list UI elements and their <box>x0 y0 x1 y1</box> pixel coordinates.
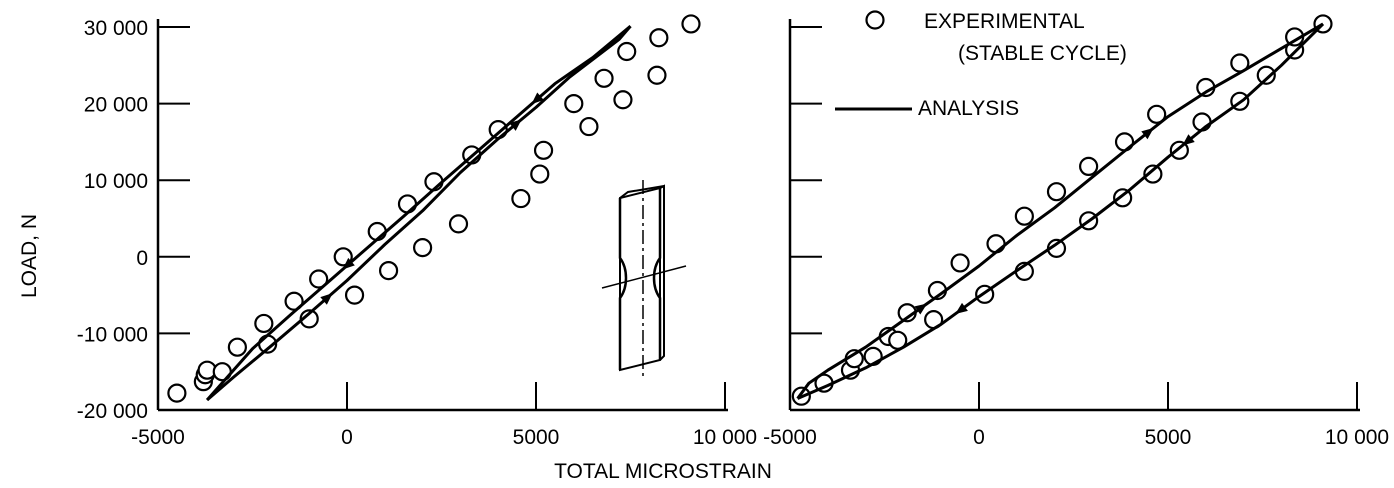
right-data-point <box>1079 156 1099 177</box>
right-data-point <box>1046 182 1067 202</box>
left-data-point <box>378 260 399 281</box>
left-y-tick-label: 0 <box>136 247 148 270</box>
right-lines <box>796 22 1325 400</box>
right-arrowhead <box>1182 134 1195 146</box>
left-data-point <box>649 28 669 48</box>
left-x-tick-label: 5000 <box>513 426 560 449</box>
left-y-tick-label: 30 000 <box>84 17 148 40</box>
left-data-point <box>647 65 667 85</box>
left-ticks: -5000 0 5000 10 000 -20 000 -10 000 0 10 000 20 … <box>77 17 757 449</box>
right-x-tick-label: 10 000 <box>1325 426 1389 449</box>
right-data-point <box>950 253 970 273</box>
legend-label-experimental: EXPERIMENTAL <box>924 10 1085 33</box>
left-analysis-curve <box>205 25 632 401</box>
right-axes <box>788 19 1360 412</box>
legend-marker-experimental <box>865 10 885 30</box>
left-arrowhead <box>342 257 355 270</box>
left-points <box>167 14 701 403</box>
right-x-tick-label: -5000 <box>763 426 817 449</box>
right-data-point <box>1014 206 1034 226</box>
left-data-point <box>564 93 584 114</box>
left-y-tick-label: -10 000 <box>77 323 148 346</box>
right-data-point <box>986 234 1006 254</box>
right-x-tick-label: 0 <box>973 426 985 449</box>
right-x-tick-label: 5000 <box>1145 426 1192 449</box>
left-lines <box>205 25 632 402</box>
left-y-tick-label: -20 000 <box>77 400 148 423</box>
right-arrowhead <box>955 302 968 314</box>
left-axes <box>156 19 728 412</box>
specimen-icon <box>601 180 687 378</box>
right-data-point <box>1143 164 1163 184</box>
left-data-point <box>613 90 633 110</box>
left-panel: -5000 0 5000 10 000 -20 000 -10 000 0 10 000 20 … <box>18 14 757 449</box>
x-axis-title: TOTAL MICROSTRAIN <box>554 460 772 483</box>
right-panel: -5000 0 5000 10 000 EXPERIMENTAL (STABLE CY… <box>763 10 1389 449</box>
left-data-point <box>413 238 433 258</box>
left-arrowhead <box>320 293 333 305</box>
left-data-point <box>511 188 531 209</box>
left-arrowhead <box>531 92 544 105</box>
legend: EXPERIMENTAL (STABLE CYCLE) ANALYSIS <box>835 10 1127 120</box>
left-x-tick-label: 0 <box>341 426 353 449</box>
left-data-point <box>594 68 614 88</box>
right-arrowhead <box>914 303 928 315</box>
left-data-point <box>681 14 701 34</box>
left-data-point <box>448 214 469 234</box>
right-analysis-curve <box>797 22 1325 400</box>
left-data-point <box>227 337 247 357</box>
right-data-point <box>1256 65 1276 85</box>
left-data-point <box>344 285 365 305</box>
left-x-tick-label: -5000 <box>131 426 185 449</box>
right-points <box>791 14 1333 406</box>
left-data-point <box>397 194 418 214</box>
left-y-tick-label: 20 000 <box>84 94 148 117</box>
right-ticks: -5000 0 5000 10 000 <box>763 26 1389 449</box>
left-data-point <box>530 164 550 184</box>
legend-label-analysis: ANALYSIS <box>918 97 1019 120</box>
left-data-point <box>167 383 187 403</box>
y-axis-title: LOAD, N <box>18 214 41 298</box>
left-data-point <box>533 140 554 160</box>
right-arrowhead <box>1141 127 1154 140</box>
left-data-point <box>254 313 274 334</box>
left-analysis-curve <box>206 25 632 402</box>
right-analysis-curve <box>796 22 1324 400</box>
left-data-point <box>579 116 599 137</box>
legend-label-experimental-line2: (STABLE CYCLE) <box>958 42 1127 65</box>
left-y-tick-label: 10 000 <box>84 170 148 193</box>
left-data-point <box>309 269 329 289</box>
left-data-point <box>617 41 637 62</box>
right-data-point <box>1147 104 1167 124</box>
left-x-tick-label: 10 000 <box>693 426 757 449</box>
